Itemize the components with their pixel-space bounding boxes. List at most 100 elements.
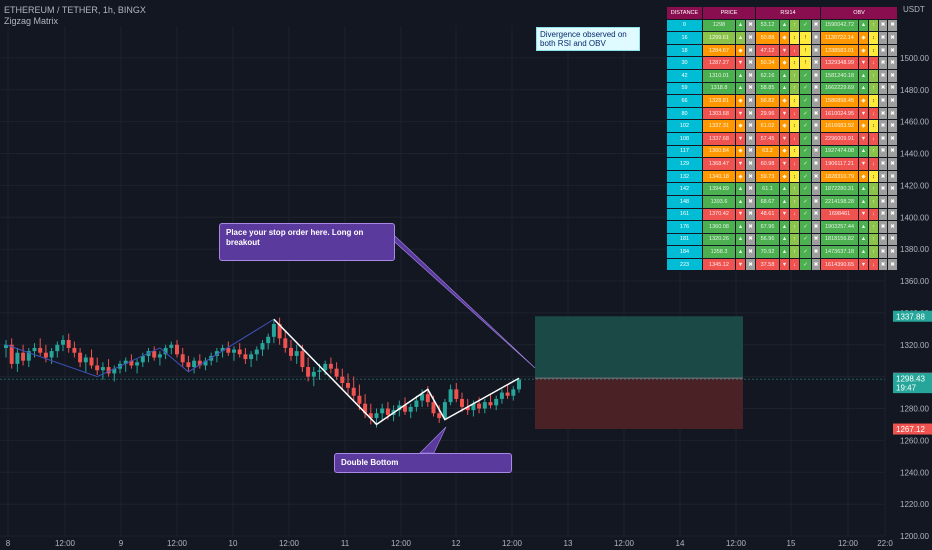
matrix-rsi-cell: 48.61 bbox=[755, 207, 780, 222]
matrix-rsi-trend-icon: ↑ bbox=[789, 81, 800, 96]
stop-order-callout[interactable]: Place your stop order here. Long on brea… bbox=[219, 223, 395, 261]
matrix-rsi-dir-icon: ▲ bbox=[779, 81, 790, 96]
x-tick-label: 12:00 bbox=[279, 539, 300, 548]
candle-body bbox=[260, 343, 265, 350]
matrix-rsi-flag-icon: ✖ bbox=[811, 131, 821, 146]
matrix-distance-cell: 0 bbox=[666, 18, 703, 33]
x-tick-label: 8 bbox=[6, 539, 11, 548]
matrix-distance-cell: 148 bbox=[666, 194, 703, 209]
matrix-row: 129 1368.47 ▼ ✖ 60.98 ▼ ↓ ✓ ✖ 1906117.21 ▼ ↓ ✖ ✖ bbox=[666, 157, 898, 171]
matrix-rsi-cell: 37.58 bbox=[755, 257, 780, 272]
matrix-price-dir-icon: ◆ bbox=[735, 119, 746, 133]
matrix-price-flag-icon: ✖ bbox=[745, 18, 756, 33]
matrix-price-flag-icon: ✖ bbox=[745, 68, 756, 83]
matrix-obv-trend-icon: ↑ bbox=[868, 220, 879, 234]
price-tag bbox=[893, 373, 932, 394]
candle-body bbox=[374, 413, 379, 419]
candle-body bbox=[425, 394, 430, 403]
candle-body bbox=[66, 339, 71, 348]
price-tag-time: 19:47 bbox=[896, 384, 917, 393]
y-tick-label: 1380.00 bbox=[900, 245, 929, 254]
matrix-obv-extra-icon: ✖ bbox=[887, 94, 898, 108]
candle-body bbox=[460, 398, 464, 407]
matrix-rsi-dir-icon: ▲ bbox=[779, 68, 790, 83]
matrix-price-cell: 1298 bbox=[702, 18, 736, 33]
candle-body bbox=[226, 347, 231, 353]
matrix-obv-extra-icon: ✖ bbox=[887, 144, 898, 159]
matrix-obv-dir-icon: ▼ bbox=[858, 56, 869, 70]
matrix-price-cell: 1337.68 bbox=[702, 131, 736, 146]
candle-body bbox=[95, 365, 100, 371]
candle-body bbox=[505, 392, 510, 396]
stop-callout-pointer bbox=[387, 235, 536, 369]
matrix-rsi-div-icon: ✓ bbox=[799, 131, 812, 146]
matrix-obv-cell: 1586898.45 bbox=[820, 94, 859, 108]
x-tick-label: 12:00 bbox=[726, 539, 747, 548]
candle-body bbox=[100, 367, 105, 371]
matrix-rsi-trend-icon: ↑ bbox=[789, 68, 800, 83]
candle-body bbox=[32, 347, 37, 352]
candle-body bbox=[351, 387, 356, 396]
matrix-distance-cell: 66 bbox=[666, 94, 703, 108]
divergence-note[interactable]: Divergence observed on both RSI and OBV bbox=[536, 27, 640, 51]
candle-body bbox=[511, 389, 516, 396]
candle-body bbox=[283, 338, 288, 348]
candle-body bbox=[106, 367, 111, 374]
matrix-obv-flag-icon: ✖ bbox=[878, 56, 888, 70]
candle-body bbox=[72, 347, 77, 353]
double-bottom-callout[interactable]: Double Bottom bbox=[334, 453, 512, 473]
candle-body bbox=[465, 406, 470, 411]
x-tick-label: 11 bbox=[341, 539, 350, 548]
candle-body bbox=[78, 352, 83, 363]
matrix-obv-extra-icon: ✖ bbox=[887, 131, 898, 146]
matrix-obv-trend-icon: ↓ bbox=[868, 106, 879, 121]
candle-body bbox=[420, 394, 425, 401]
matrix-price-dir-icon: ▼ bbox=[735, 157, 746, 171]
matrix-obv-cell: 2296009.91 bbox=[820, 131, 859, 146]
candle-body bbox=[220, 347, 225, 352]
matrix-obv-cell: 1906117.21 bbox=[820, 157, 859, 171]
candle-body bbox=[266, 336, 271, 344]
matrix-price-cell: 1345.12 bbox=[702, 257, 736, 272]
candle-body bbox=[38, 347, 43, 353]
price-tag bbox=[893, 423, 932, 435]
candle-body bbox=[311, 371, 316, 377]
y-tick-label: 1220.00 bbox=[900, 500, 929, 509]
matrix-distance-cell: 42 bbox=[666, 68, 703, 83]
matrix-distance-cell: 108 bbox=[666, 131, 703, 146]
matrix-row: 16 1299.61 ▲ ✖ 50.88 ◆ ↕! ✖ 1130722.14 ◆ ↕ ✖ ✖ bbox=[666, 31, 898, 45]
matrix-row: 108 1337.68 ▼ ✖ 57.45 ▼ ↓ ✓ ✖ 2296009.91 ▼ ↓ ✖ ✖ bbox=[666, 131, 898, 146]
matrix-row: 30 1287.27 ▼ ✖ 50.34 ◆ ↕! ✖ 1329348.99 ▼ ↓ ✖ ✖ bbox=[666, 56, 898, 70]
candle-body bbox=[328, 363, 333, 369]
matrix-rsi-flag-icon: ✖ bbox=[811, 194, 821, 209]
candle-body bbox=[123, 360, 128, 364]
matrix-rsi-cell: 50.88 bbox=[755, 31, 780, 45]
matrix-rsi-div-icon: ✓ bbox=[799, 94, 812, 108]
candle-body bbox=[477, 403, 482, 409]
matrix-rsi-div-icon: ✓ bbox=[799, 119, 812, 133]
matrix-price-flag-icon: ✖ bbox=[745, 157, 756, 171]
matrix-rsi-dir-icon: ▼ bbox=[779, 43, 790, 58]
zigzag-matrix-table: DISTANCE PRICE RSI14 OBV 0 1298 ▲ ✖ 53.12 ▲ ↑ ✓… bbox=[666, 6, 898, 272]
matrix-price-cell: 1310.01 bbox=[702, 68, 736, 83]
matrix-price-cell: 1284.67 bbox=[702, 43, 736, 58]
candle-body bbox=[431, 402, 436, 414]
matrix-obv-trend-icon: ↑ bbox=[868, 245, 879, 259]
symbol-title[interactable]: ETHEREUM / TETHER, 1h, BINGX bbox=[4, 5, 146, 15]
y-tick-label: 1440.00 bbox=[900, 150, 929, 159]
matrix-price-flag-icon: ✖ bbox=[745, 182, 756, 196]
matrix-price-dir-icon: ▲ bbox=[735, 194, 746, 209]
matrix-rsi-dir-icon: ◆ bbox=[779, 144, 790, 159]
matrix-rsi-dir-icon: ▲ bbox=[779, 232, 790, 247]
candle-body bbox=[129, 360, 134, 366]
matrix-obv-trend-icon: ↑ bbox=[868, 194, 879, 209]
matrix-rsi-flag-icon: ✖ bbox=[811, 220, 821, 234]
matrix-price-flag-icon: ✖ bbox=[745, 31, 756, 45]
matrix-price-cell: 1370.42 bbox=[702, 207, 736, 222]
indicator-name[interactable]: Zigzag Matrix bbox=[4, 16, 59, 26]
matrix-obv-dir-icon: ▲ bbox=[858, 68, 869, 83]
matrix-obv-trend-icon: ↕ bbox=[868, 31, 879, 45]
y-tick-label: 1460.00 bbox=[900, 118, 929, 127]
